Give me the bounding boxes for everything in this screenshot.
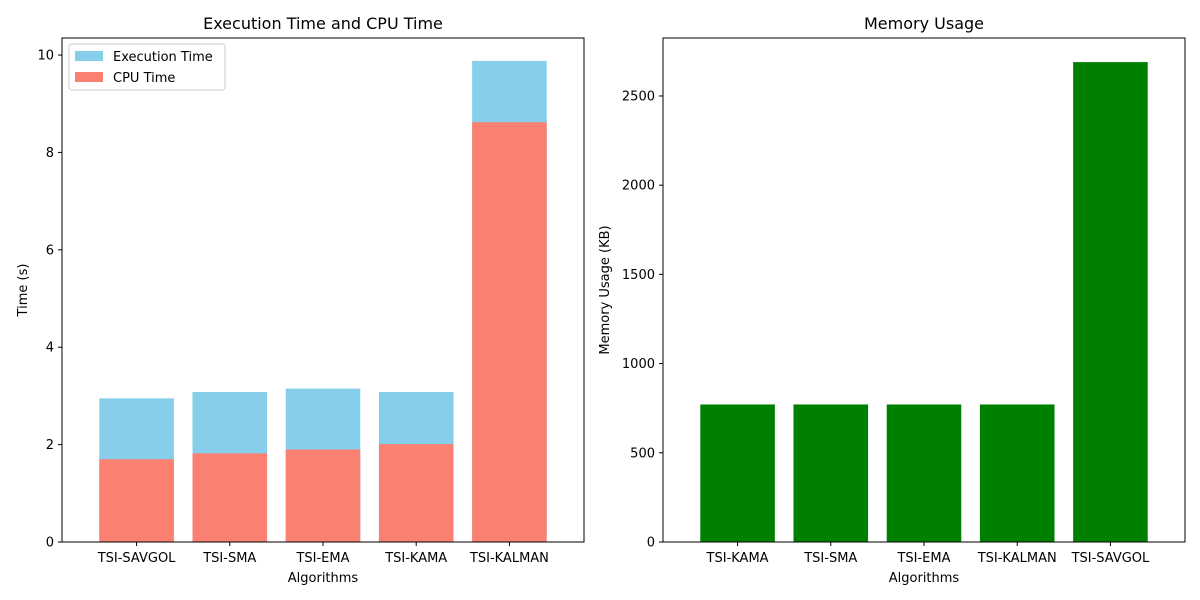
x-tick-label: TSI-KALMAN	[469, 551, 549, 566]
memory-chart-x-axis: TSI-KAMA TSI-SMA TSI-EMA TSI-KALMAN TSI-SAVG…	[706, 542, 1150, 566]
x-tick-label: TSI-KALMAN	[977, 551, 1057, 566]
y-tick-label: 500	[630, 446, 655, 461]
x-tick-label: TSI-SAVGOL	[1071, 551, 1150, 566]
time-chart-x-label: Algorithms	[288, 571, 359, 586]
bar-cpu-time-tsi-kama	[378, 444, 454, 542]
legend-label-cpu-time: CPU Time	[113, 71, 175, 86]
x-tick-label: TSI-EMA	[896, 551, 950, 566]
y-tick-label: 2000	[622, 179, 655, 194]
x-tick-label: TSI-EMA	[295, 551, 349, 566]
time-chart-legend: Execution Time CPU Time	[68, 43, 226, 91]
legend-box	[68, 43, 226, 91]
x-tick-label: TSI-KAMA	[384, 551, 447, 566]
bar-value-tsi-ema	[886, 404, 962, 542]
time-chart: 0 2 4 6 8 10 TSI-SAVGOL TSI-SMA TSI-EMA TSI-KAMA…	[16, 14, 585, 586]
x-tick-label: TSI-KAMA	[706, 551, 769, 566]
y-tick-label: 6	[46, 243, 54, 258]
memory-chart-bars	[700, 62, 1148, 542]
y-tick-label: 2	[46, 438, 54, 453]
y-tick-label: 0	[647, 536, 655, 551]
x-tick-label: TSI-SAVGOL	[97, 551, 176, 566]
bar-value-tsi-kalman	[979, 404, 1055, 542]
time-chart-title: Execution Time and CPU Time	[203, 14, 443, 33]
memory-chart-y-label: Memory Usage (KB)	[598, 225, 613, 354]
time-chart-y-axis: 0 2 4 6 8 10	[37, 49, 62, 551]
memory-chart-title: Memory Usage	[864, 14, 984, 33]
bar-cpu-time-tsi-ema	[285, 449, 361, 542]
x-tick-label: TSI-SMA	[803, 551, 857, 566]
memory-chart-x-label: Algorithms	[889, 571, 960, 586]
y-tick-label: 2500	[622, 89, 655, 104]
y-tick-label: 8	[46, 146, 54, 161]
bar-cpu-time-tsi-savgol	[99, 459, 174, 542]
memory-chart-y-axis: 0 500 1000 1500 2000 2500	[622, 89, 663, 551]
y-tick-label: 1000	[622, 357, 655, 372]
time-chart-bars	[99, 60, 547, 543]
x-tick-label: TSI-SMA	[202, 551, 256, 566]
y-tick-label: 10	[37, 49, 54, 64]
legend-label-execution-time: Execution Time	[113, 50, 213, 65]
bar-cpu-time-tsi-kalman	[472, 122, 547, 543]
y-tick-label: 1500	[622, 268, 655, 283]
bar-value-tsi-kama	[700, 404, 775, 542]
time-chart-x-axis: TSI-SAVGOL TSI-SMA TSI-EMA TSI-KAMA TSI-KALM…	[97, 542, 549, 566]
legend-swatch-cpu-time	[75, 72, 103, 82]
bar-cpu-time-tsi-sma	[192, 453, 268, 542]
y-tick-label: 0	[46, 536, 54, 551]
legend-swatch-execution-time	[75, 51, 103, 61]
time-chart-y-label: Time (s)	[16, 264, 31, 318]
bar-value-tsi-savgol	[1073, 62, 1148, 542]
bar-value-tsi-sma	[793, 404, 869, 542]
y-tick-label: 4	[46, 341, 54, 356]
